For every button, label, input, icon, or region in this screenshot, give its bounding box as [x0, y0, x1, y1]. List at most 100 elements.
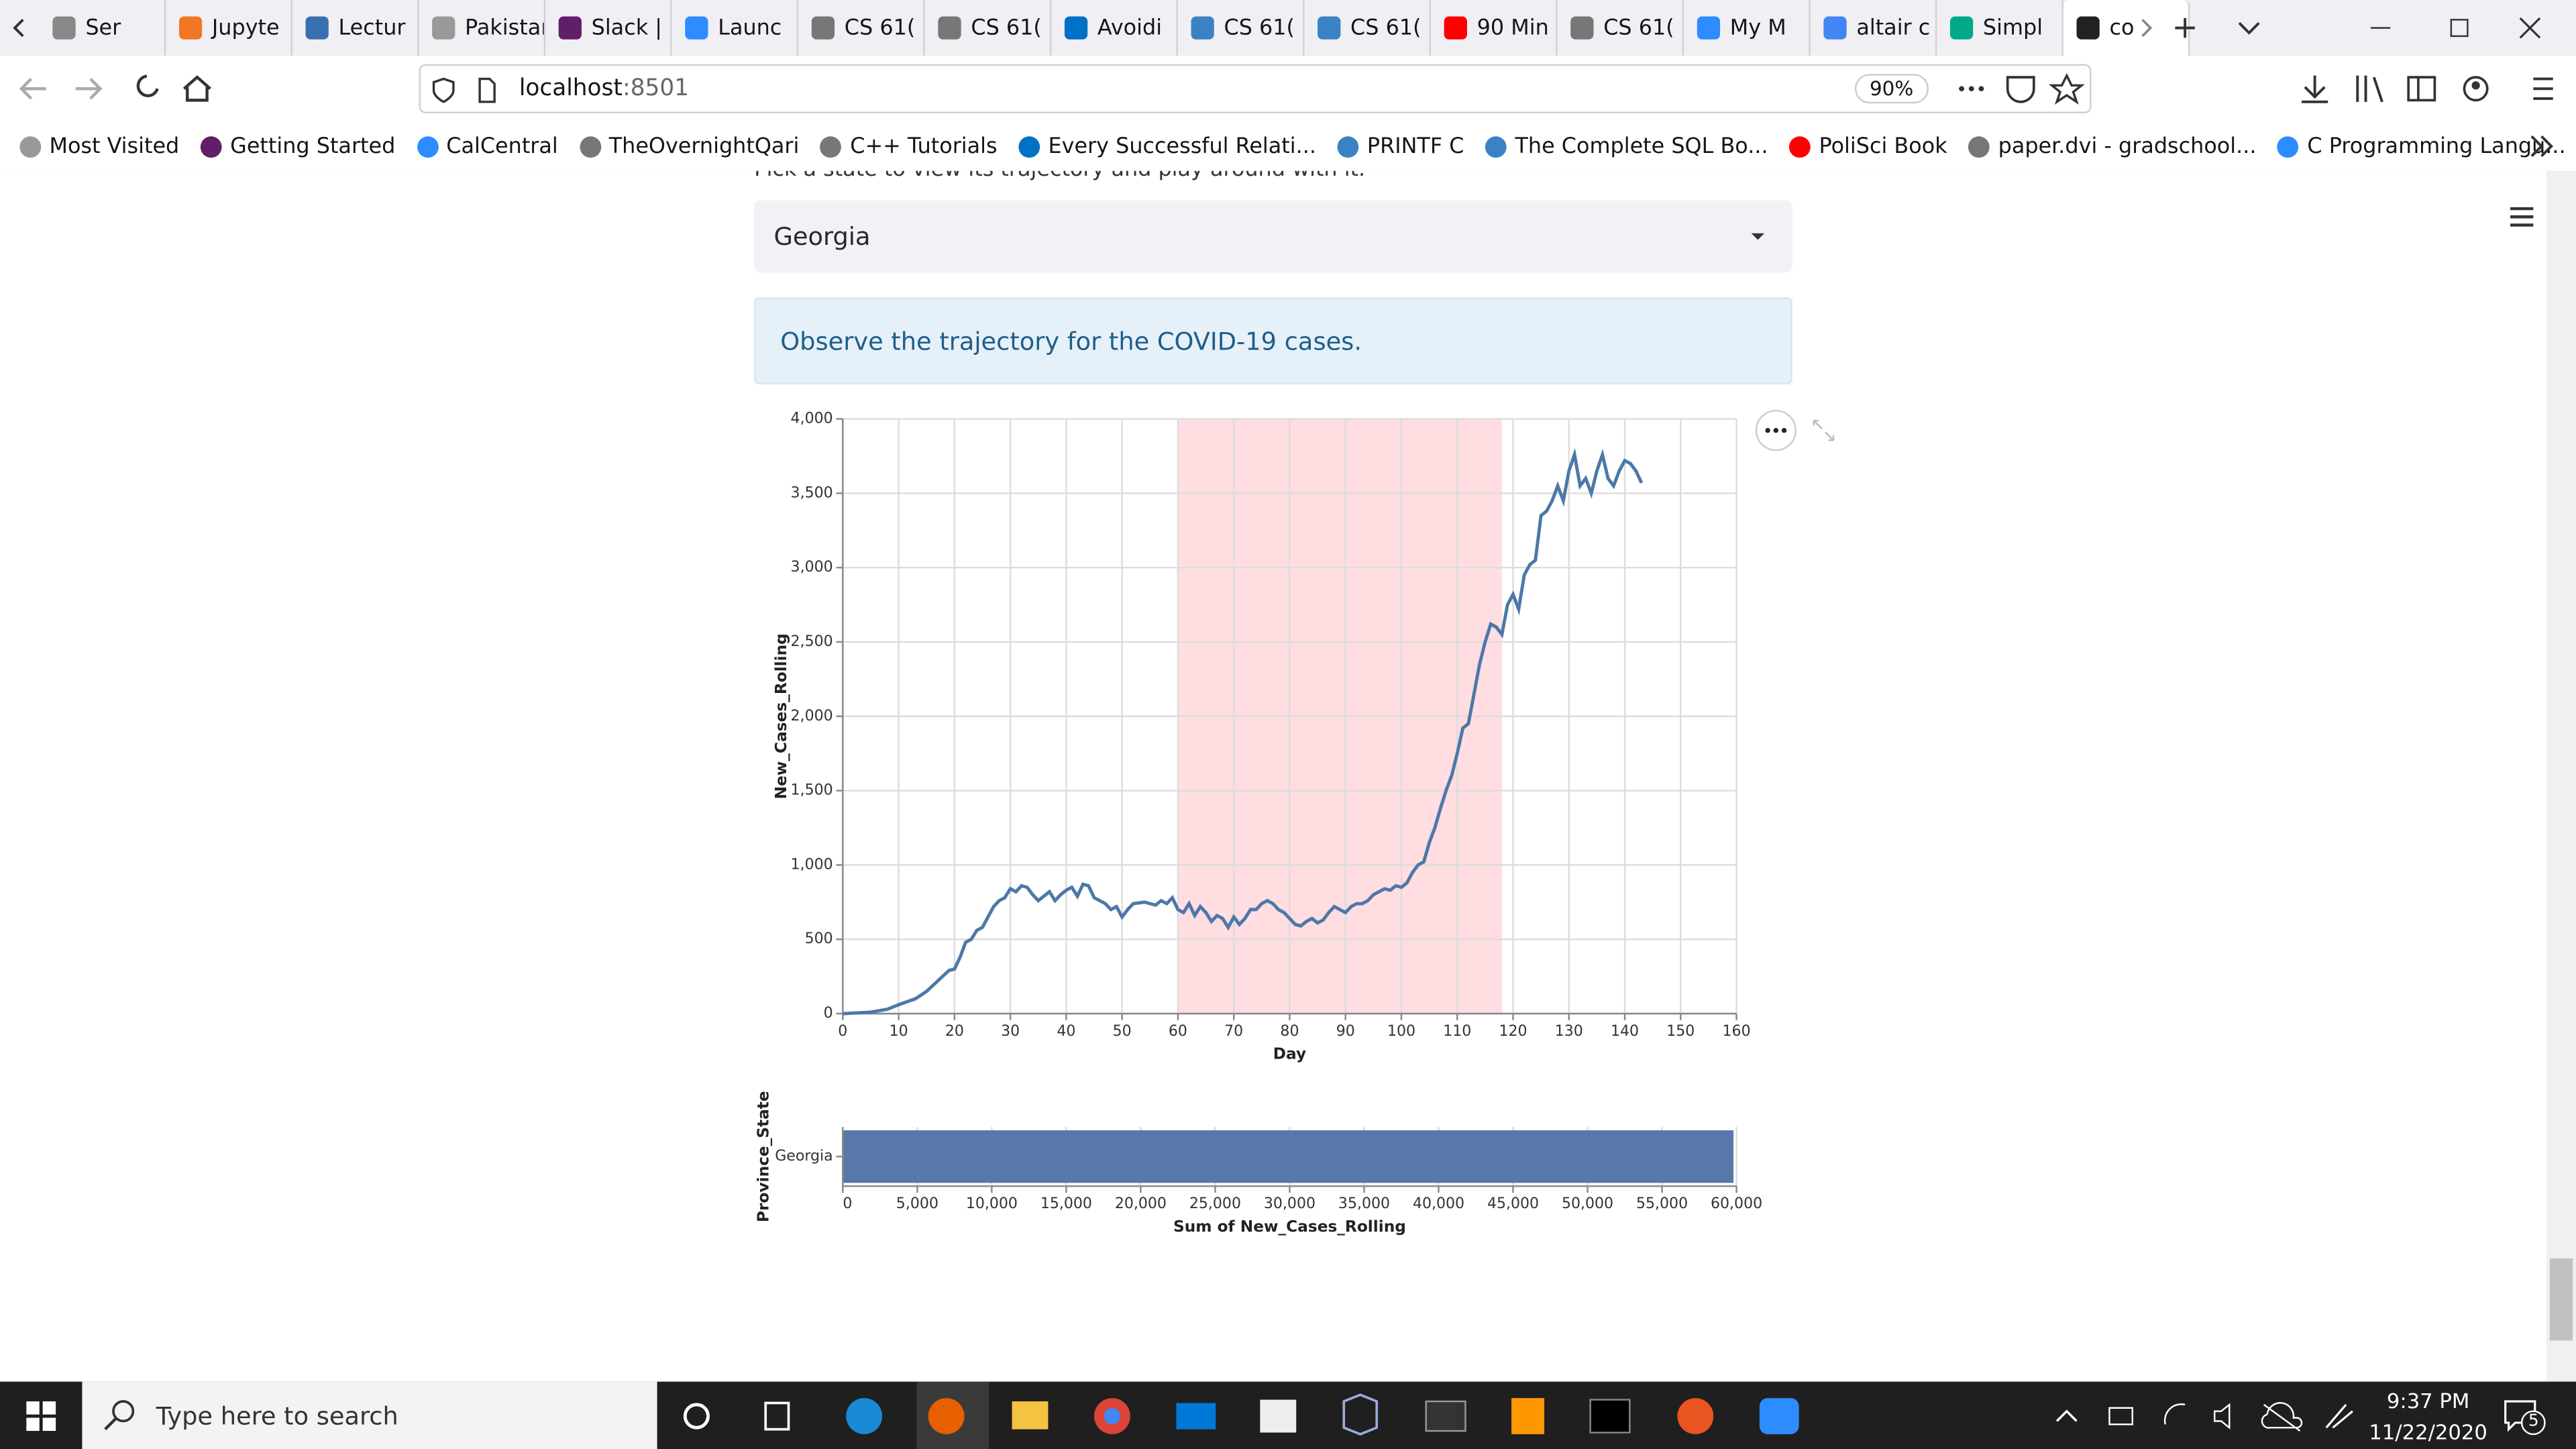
tab-label: Jupyte: [211, 15, 280, 41]
window-controls[interactable]: [2366, 13, 2563, 43]
bookmark-label: Every Successful Relati...: [1048, 133, 1316, 159]
tabs: Ser Jupyte Lectur Pakistan - Slack | Launc CS …: [40, 0, 2190, 56]
bookmark[interactable]: The Complete SQL Bo...: [1485, 133, 1768, 159]
bookmark-icon: [1789, 136, 1811, 157]
bookmark-label: CalCentral: [446, 133, 558, 159]
tab-label: Pakistan -: [465, 15, 546, 41]
tab-icon: [811, 16, 835, 40]
bookmark-icon: [417, 136, 438, 157]
address-bar[interactable]: localhost:8501 90%: [419, 64, 2092, 113]
bookmark-icon: [19, 136, 42, 157]
tab-icon: [558, 16, 582, 40]
y-tick-label: 1,500: [791, 782, 833, 799]
tab-label: Launc: [718, 15, 782, 41]
taskbar: Type here to search 9:37 PM 11/22/2020 5: [0, 1381, 2576, 1449]
toolbar-icons[interactable]: [1955, 69, 2563, 109]
system-tray[interactable]: [2050, 1398, 2362, 1434]
bookmark[interactable]: Getting Started: [201, 133, 396, 159]
x-tick-label: 30: [1001, 1023, 1020, 1040]
tab[interactable]: altair c: [1811, 0, 1937, 56]
bookmark[interactable]: C Programming Langu...: [2277, 133, 2566, 159]
tab[interactable]: CS 61(: [1178, 0, 1305, 56]
tab-controls[interactable]: [2136, 13, 2267, 43]
bookmark[interactable]: C++ Tutorials: [820, 134, 998, 158]
bookmark[interactable]: PRINTF C: [1337, 133, 1464, 159]
x-tick-label: 60: [1169, 1023, 1187, 1040]
bookmark-label: Most Visited: [49, 133, 180, 159]
tab-label: Avoidi: [1097, 15, 1163, 41]
tab-icon: [432, 16, 455, 40]
bookmarks-overflow[interactable]: [2527, 133, 2557, 159]
tab[interactable]: Slack |: [545, 0, 672, 56]
start-button[interactable]: [26, 1401, 56, 1432]
taskbar-apps[interactable]: [674, 1381, 1823, 1449]
url-host: localhost: [519, 75, 623, 102]
y-tick-label: 2,500: [791, 633, 833, 650]
bookmark-label: Getting Started: [230, 133, 396, 159]
nav-buttons[interactable]: [13, 69, 227, 109]
bookmark-label: The Complete SQL Bo...: [1515, 133, 1768, 159]
bookmark-icon: [1018, 136, 1040, 157]
tab-label: CS 61(: [1350, 15, 1421, 41]
tab[interactable]: CS 61(: [798, 0, 925, 56]
tab-label: CS 61(: [1224, 15, 1295, 41]
tab-label: CS 61(: [971, 15, 1042, 41]
dot: [1773, 427, 1779, 433]
state-select[interactable]: Georgia: [754, 200, 1792, 273]
bookmark[interactable]: Every Successful Relati...: [1018, 133, 1316, 159]
bookmark[interactable]: TheOvernightQari: [579, 134, 799, 158]
tab[interactable]: My M: [1684, 0, 1811, 56]
tab-icon: [1697, 16, 1721, 40]
tab-icon: [52, 16, 76, 40]
bookmark[interactable]: CalCentral: [417, 133, 558, 159]
bookmark-icon: [1968, 136, 1990, 157]
app-menu[interactable]: [2507, 204, 2536, 230]
tab[interactable]: 90 Min: [1431, 0, 1558, 56]
x-tick-label: 0: [838, 1023, 847, 1040]
tab-scroll-left[interactable]: [10, 16, 30, 39]
bookmark[interactable]: PoliSci Book: [1789, 134, 1947, 158]
search-box[interactable]: Type here to search: [82, 1381, 657, 1449]
zoom-level[interactable]: 90%: [1854, 74, 1929, 104]
x-tick-label: 70: [1224, 1023, 1243, 1040]
select-value: Georgia: [773, 221, 871, 252]
dot: [1765, 427, 1770, 433]
tab[interactable]: Lectur: [292, 0, 419, 56]
x-tick-label: 150: [1666, 1023, 1695, 1040]
tab[interactable]: Jupyte: [166, 0, 292, 56]
tab[interactable]: Ser: [40, 0, 166, 56]
bookmarks-bar: Most Visited Getting Started CalCentral The…: [0, 121, 2576, 173]
y-tick-label: 500: [805, 930, 833, 947]
y-tick-label: 3,500: [791, 484, 833, 501]
tab-label: My M: [1729, 15, 1786, 41]
bookmark-label: C Programming Langu...: [2307, 133, 2566, 159]
security-icons: [432, 77, 496, 103]
tab[interactable]: Launc: [672, 0, 799, 56]
clock[interactable]: 9:37 PM 11/22/2020: [2366, 1385, 2491, 1447]
x-tick-label: 45,000: [1487, 1195, 1539, 1212]
bar: [843, 1130, 1734, 1183]
x-tick-label: 25,000: [1189, 1195, 1241, 1212]
tab[interactable]: Simpl: [1937, 0, 2063, 56]
y-tick-label: 4,000: [791, 410, 833, 427]
scrollbar[interactable]: [2546, 170, 2576, 1382]
tab[interactable]: CS 61(: [925, 0, 1052, 56]
bookmark-label: PRINTF C: [1366, 133, 1464, 159]
x-tick-label: 20,000: [1115, 1195, 1167, 1212]
tab[interactable]: Pakistan -: [419, 0, 546, 56]
bookmark-icon: [201, 136, 222, 157]
bookmark[interactable]: paper.dvi - gradschool...: [1968, 133, 2257, 159]
tab[interactable]: CS 61(: [1558, 0, 1684, 56]
x-tick-label: 15,000: [1040, 1195, 1092, 1212]
bookmark-label: paper.dvi - gradschool...: [1998, 133, 2257, 159]
tab[interactable]: CS 61(: [1304, 0, 1432, 56]
notification-center[interactable]: [2502, 1398, 2551, 1438]
scroll-thumb[interactable]: [2549, 1258, 2573, 1341]
y-tick-label: 3,000: [791, 559, 833, 576]
x-tick-label: 10: [890, 1023, 908, 1040]
x-tick-label: 130: [1555, 1023, 1583, 1040]
tab[interactable]: Avoidi: [1051, 0, 1178, 56]
tab-label: 90 Min: [1477, 15, 1549, 41]
bookmark[interactable]: Most Visited: [19, 133, 180, 159]
fullscreen-button[interactable]: [1813, 419, 1835, 441]
